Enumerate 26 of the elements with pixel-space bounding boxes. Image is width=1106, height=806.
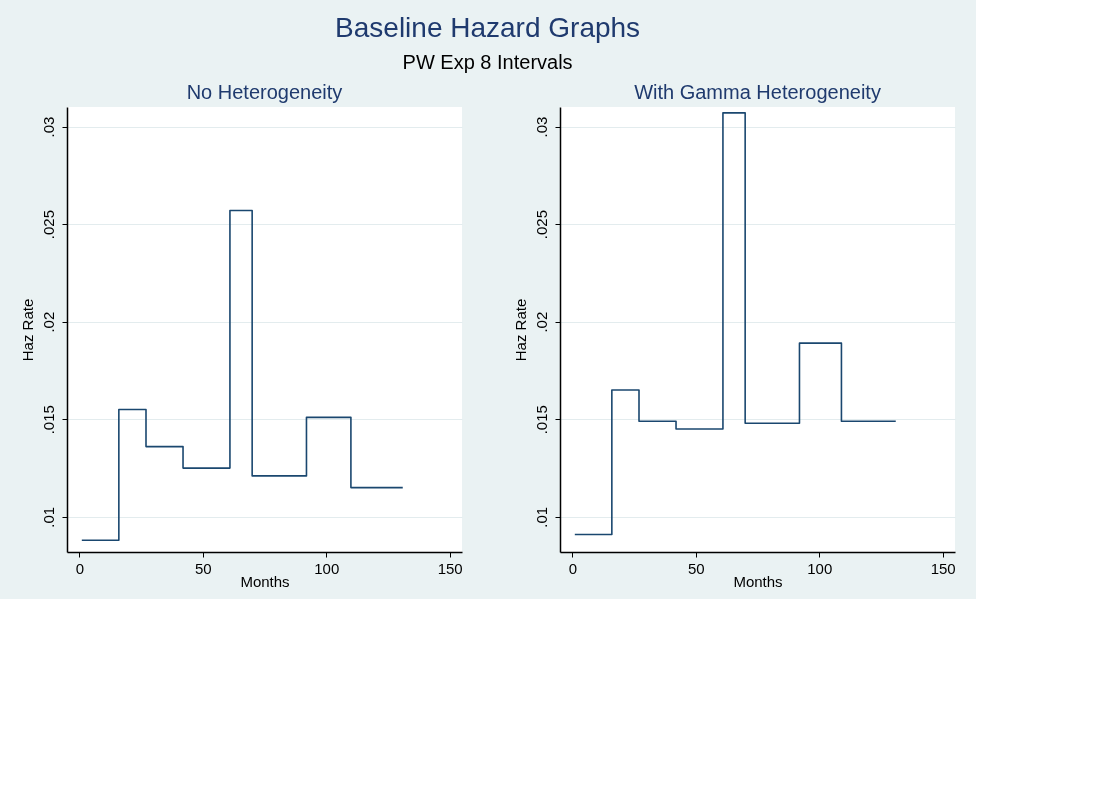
x-axis-title: Months [240,572,290,590]
chart-title: With Gamma Heterogeneity [634,81,881,103]
x-tick-label: 50 [687,559,705,577]
y-tick-label: .03 [532,116,550,138]
y-tick-label: .01 [39,506,57,528]
text: Baseline Hazard Graphs [335,12,641,43]
x-tick-label: 0 [75,559,85,577]
x-tick-label: 100 [314,559,340,577]
y-tick-label: .015 [532,405,550,435]
x-axis-title: Months [733,572,783,590]
x-tick-label: 150 [437,559,463,577]
y-axis-title: Haz Rate [511,298,529,362]
x-tick-label: 0 [568,559,578,577]
text: PW Exp 8 Intervals [402,51,573,73]
y-tick-label: .01 [532,506,550,528]
y-axis-title: Haz Rate [18,298,36,362]
chart-title: No Heterogeneity [186,81,343,103]
y-tick-label: .025 [532,210,550,240]
y-tick-label: .015 [39,405,57,435]
y-tick-label: .02 [532,311,550,333]
x-tick-label: 50 [194,559,212,577]
y-tick-label: .03 [39,116,57,138]
x-tick-label: 150 [930,559,956,577]
x-tick-label: 100 [807,559,833,577]
y-tick-label: .02 [39,311,57,333]
y-tick-label: .025 [39,210,57,240]
